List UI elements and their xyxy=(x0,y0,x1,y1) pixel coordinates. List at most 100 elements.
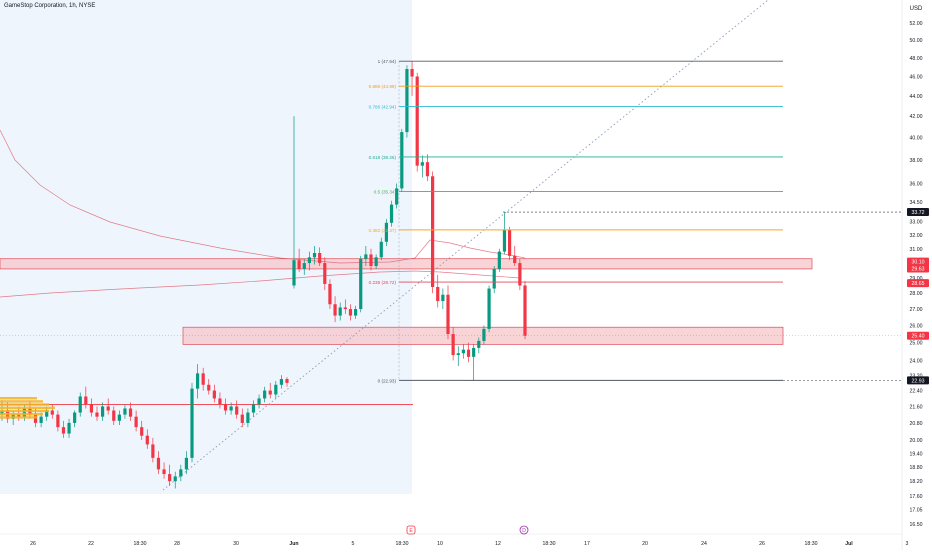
candle xyxy=(405,65,409,138)
candle xyxy=(67,418,71,438)
y-tick-label: 22.40 xyxy=(910,389,923,395)
candle xyxy=(106,398,110,415)
candle xyxy=(128,402,133,421)
x-tick-label: 18:30 xyxy=(396,541,409,547)
x-tick-label: 10 xyxy=(437,541,443,547)
candle xyxy=(218,392,222,409)
candle xyxy=(302,258,306,275)
candle xyxy=(162,462,166,479)
candle xyxy=(415,72,419,172)
candle xyxy=(235,400,239,419)
y-tick-label: 52.00 xyxy=(910,21,923,27)
candle xyxy=(364,245,368,266)
candle xyxy=(374,254,378,269)
candle xyxy=(446,285,450,340)
candle xyxy=(251,400,256,417)
y-tick-label: 28.00 xyxy=(910,291,923,297)
y-tick-label: 20.00 xyxy=(910,438,923,444)
y-tick-label: 17.60 xyxy=(910,494,923,500)
candle xyxy=(497,248,501,272)
candle xyxy=(328,279,332,310)
x-tick-label: 26 xyxy=(759,541,765,547)
x-tick-label: 18:30 xyxy=(134,541,147,547)
y-tick-label: 23.20 xyxy=(910,373,923,379)
candle xyxy=(461,344,465,359)
candle xyxy=(343,299,347,314)
price-label: 25.40 xyxy=(907,331,929,340)
y-tick-label: 33.00 xyxy=(910,219,923,225)
x-tick-label: 5 xyxy=(352,541,355,547)
candle xyxy=(61,420,66,438)
candle xyxy=(201,367,205,391)
earnings-marker-icon[interactable]: E xyxy=(406,525,416,535)
candle xyxy=(78,392,82,417)
y-tick-label: 16.50 xyxy=(910,522,923,528)
fib-level-label: 0.5 (35.34) xyxy=(374,190,397,195)
y-tick-label: 26.00 xyxy=(910,324,923,330)
y-tick-label: 19.40 xyxy=(910,451,923,457)
moving-average-2 xyxy=(0,270,521,298)
y-tick-label: 44.00 xyxy=(910,94,923,100)
candle xyxy=(318,247,322,266)
x-tick-label: Jun xyxy=(289,541,298,547)
candle xyxy=(333,296,337,323)
y-tick-label: 18.80 xyxy=(910,465,923,471)
price-label: 33.72 xyxy=(907,208,929,217)
fib-level-label: 1 (47.64) xyxy=(378,59,397,64)
candle xyxy=(389,200,394,227)
candle xyxy=(297,248,301,272)
candle xyxy=(285,377,289,387)
y-tick-label: 29.00 xyxy=(910,276,923,282)
candle xyxy=(263,386,267,403)
candle xyxy=(268,382,272,399)
candle xyxy=(410,61,414,96)
candle xyxy=(312,245,317,265)
x-tick-label: 24 xyxy=(701,541,707,547)
candle xyxy=(456,346,460,366)
highlight-region xyxy=(0,0,412,494)
fib-level-label: 0.618 (38.26) xyxy=(369,155,397,160)
candle xyxy=(274,380,278,399)
fib-level-label: 0.886 (44.99) xyxy=(369,84,397,89)
candle xyxy=(425,154,430,182)
x-tick-label: 3 xyxy=(906,541,909,547)
candle xyxy=(400,128,404,193)
svg-text:E: E xyxy=(409,528,413,534)
candle xyxy=(56,410,60,432)
y-tick-label: 42.00 xyxy=(910,114,923,120)
candle xyxy=(123,404,127,419)
candle xyxy=(487,285,491,333)
x-tick-label: 28 xyxy=(174,541,180,547)
candle xyxy=(348,304,353,321)
candle xyxy=(156,451,161,475)
candle xyxy=(173,471,177,489)
candle xyxy=(513,245,517,266)
x-tick-label: Jul xyxy=(845,541,853,547)
candle xyxy=(323,257,327,291)
upper-supply-zone xyxy=(0,258,813,270)
y-tick-label: 36.00 xyxy=(910,181,923,187)
candle xyxy=(431,171,435,294)
candle xyxy=(73,410,77,428)
price-label: 30.10 xyxy=(907,257,929,266)
x-tick-label: 30 xyxy=(233,541,239,547)
chart-title: GameStop Corporation, 1h, NYSE xyxy=(4,3,96,9)
fib-level-label: 0 (22.93) xyxy=(378,378,397,383)
y-tick-label: 34.50 xyxy=(910,200,923,206)
volume-profile-cluster xyxy=(0,397,55,419)
moving-average-1 xyxy=(0,129,526,264)
y-tick-label: 38.00 xyxy=(910,158,923,164)
candle xyxy=(168,464,172,487)
dividend-marker-icon[interactable]: D xyxy=(519,525,529,535)
y-tick-label: 31.00 xyxy=(910,247,923,253)
price-label: 28.65 xyxy=(907,279,929,288)
candle xyxy=(466,342,471,363)
candle xyxy=(195,364,200,399)
candle xyxy=(379,237,383,261)
candle xyxy=(257,394,261,409)
candle xyxy=(100,402,105,421)
candle xyxy=(338,302,342,321)
candle xyxy=(359,255,363,313)
